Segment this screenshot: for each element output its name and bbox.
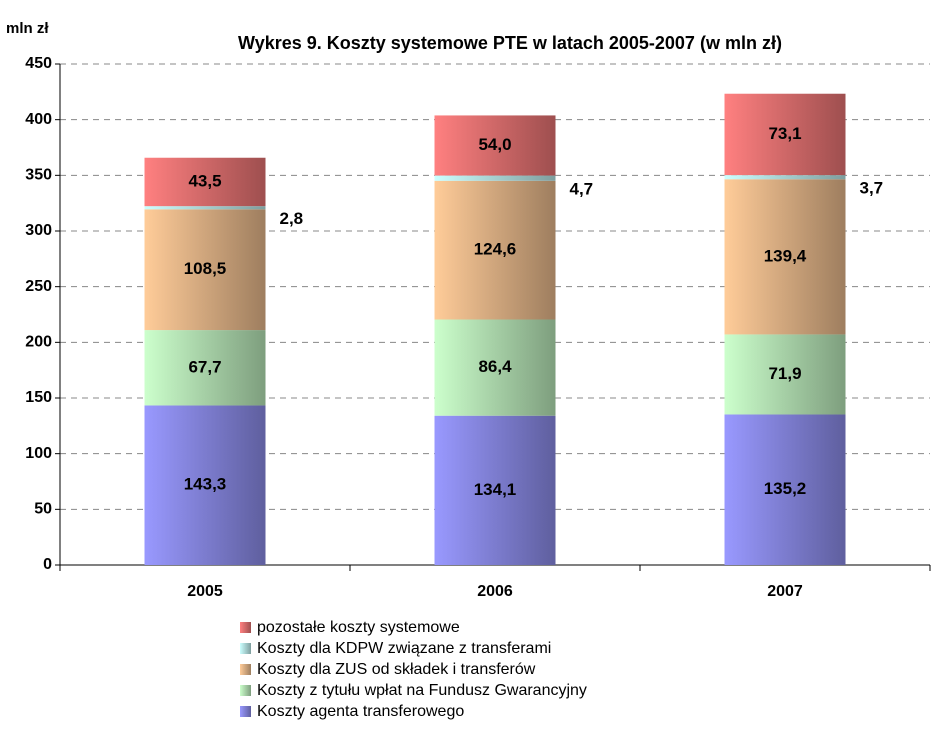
data-label: 108,5 (184, 259, 227, 278)
data-label: 86,4 (478, 357, 512, 376)
bar-segment (434, 415, 556, 565)
y-tick-label: 150 (25, 389, 52, 406)
bar-segment (434, 175, 556, 181)
legend-swatch (240, 622, 251, 633)
bar-segment (144, 157, 266, 207)
bar-segment (434, 319, 556, 416)
data-label: 135,2 (764, 479, 807, 498)
y-tick-label: 200 (25, 334, 52, 351)
x-tick-label: 2006 (477, 583, 513, 600)
data-label: 134,1 (474, 480, 517, 499)
legend-label: pozostałe koszty systemowe (257, 619, 460, 636)
y-tick-label: 300 (25, 222, 52, 239)
y-tick-label: 0 (43, 556, 52, 573)
data-label: 124,6 (474, 240, 517, 259)
data-label: 43,5 (188, 171, 221, 190)
data-label: 73,1 (768, 124, 801, 143)
legend-label: Koszty agenta transferowego (257, 703, 464, 720)
bar-segment (144, 405, 266, 565)
legend-swatch (240, 685, 251, 696)
data-label: 54,0 (478, 135, 511, 154)
bar-segment (724, 179, 846, 335)
data-label: 139,4 (764, 246, 807, 265)
y-axis-label: mln zł (6, 20, 49, 37)
y-tick-label: 350 (25, 167, 52, 184)
bar-segment (144, 206, 266, 210)
y-tick-label: 50 (34, 501, 52, 518)
bar-segment (724, 414, 846, 565)
data-label: 2,8 (280, 209, 304, 228)
bar-segment (434, 115, 556, 176)
legend-swatch (240, 706, 251, 717)
y-tick-label: 400 (25, 111, 52, 128)
x-tick-label: 2007 (767, 583, 803, 600)
legend-label: Koszty dla ZUS od składek i transferów (257, 661, 536, 678)
data-label: 3,7 (860, 179, 884, 198)
legend-label: Koszty z tytułu wpłat na Fundusz Gwaranc… (257, 682, 587, 699)
bar-segment (144, 330, 266, 406)
chart-title: Wykres 9. Koszty systemowe PTE w latach … (238, 33, 782, 53)
legend-swatch (240, 664, 251, 675)
x-tick-label: 2005 (187, 583, 223, 600)
y-tick-label: 100 (25, 445, 52, 462)
bar-segment (724, 334, 846, 415)
legend-swatch (240, 643, 251, 654)
y-tick-label: 250 (25, 278, 52, 295)
data-label: 143,3 (184, 475, 227, 494)
data-label: 71,9 (768, 364, 801, 383)
legend-label: Koszty dla KDPW związane z transferami (257, 640, 551, 657)
bar-segment (724, 93, 846, 176)
data-label: 4,7 (570, 180, 594, 199)
data-label: 67,7 (188, 357, 221, 376)
bar-segment (144, 209, 266, 331)
bar-segment (724, 175, 846, 180)
y-tick-label: 450 (25, 55, 52, 72)
bar-segment (434, 180, 556, 320)
